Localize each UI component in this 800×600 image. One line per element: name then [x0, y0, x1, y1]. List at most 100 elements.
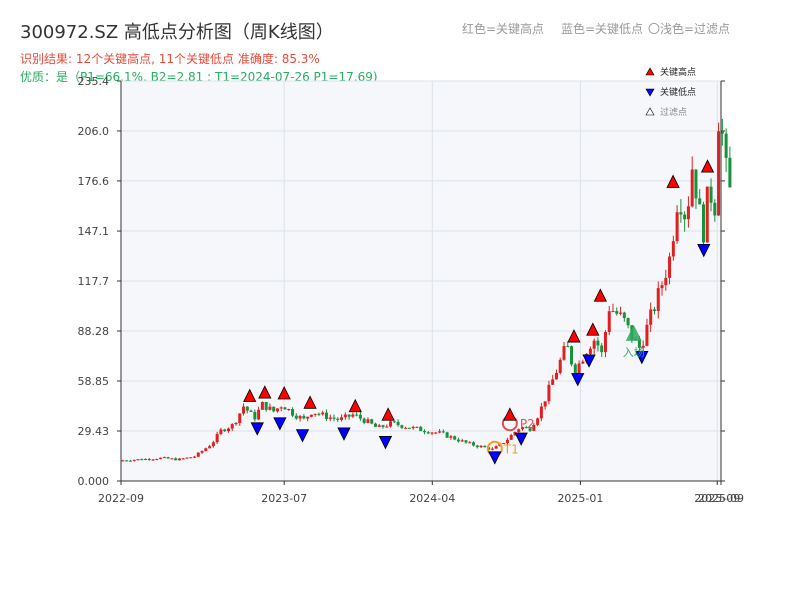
hint-light-filtered: 〇浅色=过滤点 — [648, 22, 731, 36]
candle-body — [683, 214, 687, 220]
candle-body — [698, 198, 702, 205]
candle-body — [324, 412, 328, 420]
candle-body — [641, 345, 645, 348]
candle-body — [151, 459, 155, 461]
key-low-marker — [697, 244, 711, 258]
candle-body — [728, 157, 732, 188]
candle-body — [456, 439, 460, 442]
candle-body — [705, 186, 709, 243]
entry-label: 入场 — [623, 345, 645, 359]
candle-body — [177, 458, 181, 461]
key-low-marker — [488, 451, 502, 465]
candle-body — [223, 429, 227, 432]
legend-label: 关键低点 — [660, 86, 696, 98]
y-tick-label: 58.85 — [78, 375, 110, 388]
candle-body — [373, 423, 377, 427]
x-tick-label: 2024-04 — [409, 492, 455, 505]
candle-body — [264, 402, 268, 410]
candle-body — [377, 425, 381, 427]
x-tick-label: 2025-01 — [557, 492, 603, 505]
candle-body — [170, 458, 174, 460]
key-high-marker — [258, 385, 272, 399]
candle-body — [551, 379, 555, 385]
candle-body — [464, 440, 468, 443]
candle-body — [234, 423, 238, 425]
annotation-t1-label: T1 — [503, 443, 519, 457]
candle-body — [664, 277, 668, 286]
candle-body — [649, 309, 653, 325]
candle-body — [257, 409, 261, 420]
candle-body — [637, 338, 641, 348]
candle-body — [668, 256, 672, 278]
candle-body — [543, 401, 547, 407]
candle-body — [287, 409, 291, 411]
x-tick-label: 2025-09 — [694, 492, 740, 505]
key-high-marker — [586, 322, 600, 336]
candle-body — [215, 433, 219, 443]
candle-body — [720, 131, 724, 134]
candle-body — [193, 456, 197, 458]
candle-body — [596, 340, 600, 346]
key-low-marker — [378, 436, 393, 450]
candle-body — [208, 446, 212, 449]
candle-body — [196, 452, 200, 457]
candle-body — [619, 312, 623, 314]
candle-body — [385, 426, 389, 428]
candle-body — [189, 457, 193, 459]
y-tick-label: 88.28 — [78, 325, 110, 338]
candle-body — [125, 460, 129, 462]
candle-body — [291, 409, 295, 416]
candle-body — [660, 285, 664, 289]
key-low-marker — [582, 354, 596, 368]
key-low-marker — [250, 422, 264, 436]
key-high-marker — [503, 407, 517, 421]
candle-body — [536, 418, 540, 425]
candle-body — [381, 425, 385, 427]
candle-body — [622, 312, 626, 319]
candle-body — [253, 411, 257, 420]
candle-body — [366, 419, 370, 423]
key-high-marker — [303, 395, 317, 409]
candle-body — [713, 202, 717, 216]
candle-body — [460, 440, 464, 442]
candle-body — [298, 416, 302, 419]
result-summary: 识别结果: 12个关键高点, 11个关键低点 准确度: 85.3% — [20, 52, 320, 66]
candle-body — [539, 406, 543, 419]
candle-body — [449, 436, 453, 438]
candle-body — [675, 212, 679, 242]
candle-body — [272, 406, 276, 412]
candle-body — [279, 407, 283, 409]
legend-marker — [645, 107, 655, 116]
candle-body — [645, 324, 649, 346]
candle-body — [547, 384, 551, 402]
candle-body — [577, 363, 581, 377]
candle-body — [581, 361, 585, 364]
candle-body — [566, 346, 570, 348]
key-high-marker — [243, 388, 257, 402]
legend-label: 关键高点 — [660, 66, 696, 78]
candle-body — [558, 359, 562, 373]
key-high-marker — [277, 386, 291, 400]
candle-body — [554, 372, 558, 380]
y-tick-label: 176.6 — [78, 175, 110, 188]
x-tick-label: 2022-09 — [98, 492, 144, 505]
entry-marker — [625, 324, 642, 341]
candle-body — [502, 443, 506, 445]
x-tick-label: 2025-09 — [698, 492, 744, 505]
candle-body — [430, 432, 434, 434]
key-high-marker — [666, 174, 680, 188]
candle-body — [174, 458, 178, 461]
candle-body — [588, 348, 592, 354]
key-high-marker — [567, 329, 581, 343]
candle-body — [453, 436, 457, 440]
candle-body — [400, 425, 404, 428]
candle-body — [332, 417, 336, 419]
candle-body — [434, 432, 438, 434]
candle-body — [419, 426, 423, 432]
candle-body — [411, 426, 415, 429]
candle-body — [317, 413, 321, 415]
candle-body — [438, 431, 442, 433]
candle-body — [343, 414, 347, 418]
candle-body — [309, 414, 313, 417]
